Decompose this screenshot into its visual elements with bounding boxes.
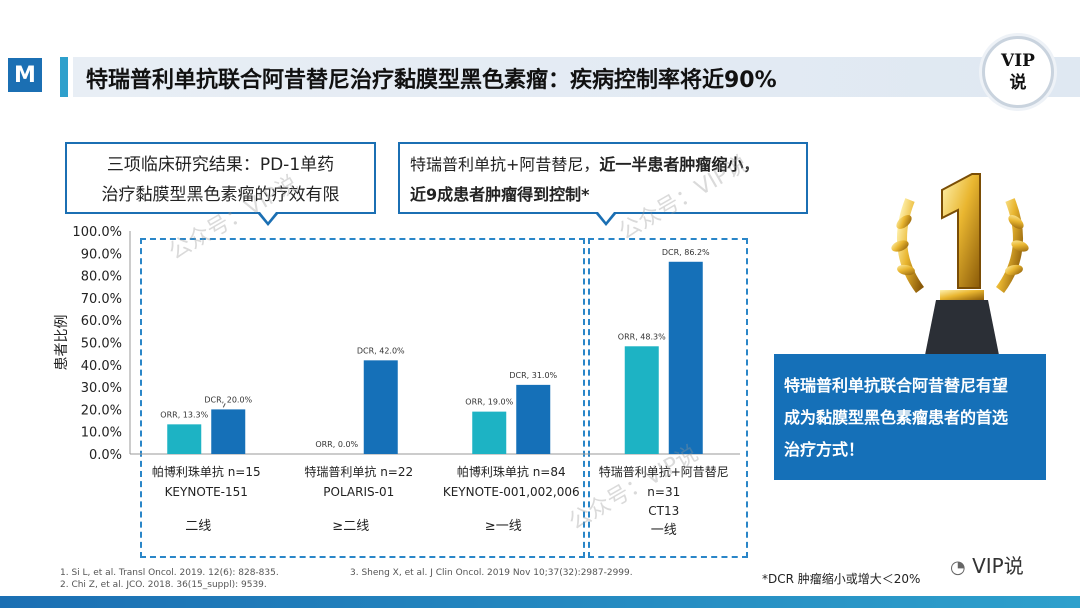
bar-orr (167, 424, 202, 454)
callout-right-plain: 特瑞普利单抗+阿昔替尼， (410, 155, 600, 174)
bar-dcr (211, 409, 246, 454)
group-drug-label: 帕博利珠单抗 n=15 (152, 464, 261, 479)
callout-left-line2: 治疗黏膜型黑色素瘤的疗效有限 (101, 185, 340, 205)
group-study-label: KEYNOTE-151 (165, 485, 248, 499)
callout-right: 特瑞普利单抗+阿昔替尼，近一半患者肿瘤缩小， 近9成患者肿瘤得到控制* (398, 142, 808, 214)
combination-box (588, 238, 748, 558)
bar-dcr (516, 384, 551, 454)
vip-badge: VIP 说 (982, 36, 1054, 108)
page-title: 特瑞普利单抗联合阿昔替尼治疗黏膜型黑色素瘤：疾病控制率将近90% (86, 68, 777, 93)
group-study-label: KEYNOTE-001,002,006 (443, 485, 580, 499)
data-label: ORR, 13.3% (160, 410, 208, 419)
dcr-note: *DCR 肿瘤缩小或增大＜20% (762, 572, 921, 586)
bottom-bar (0, 596, 1080, 608)
conclusion-line1: 特瑞普利单抗联合阿昔替尼有望 (784, 376, 1009, 395)
data-label: ORR, 19.0% (465, 398, 513, 407)
group-study-label: POLARIS-01 (323, 485, 394, 499)
group-drug-label: 特瑞普利单抗+阿昔替尼 (599, 464, 729, 479)
vip-badge-line1: VIP (1001, 51, 1035, 71)
data-label: ORR, 0.0% (315, 440, 358, 449)
data-label: DCR, 42.0% (357, 346, 405, 355)
bar-dcr (363, 360, 398, 454)
group-line-label: 二线 (185, 519, 211, 534)
logo-letter: M (14, 62, 36, 88)
conclusion-box: 特瑞普利单抗联合阿昔替尼有望 成为黏膜型黑色素瘤患者的首选 治疗方式！ (774, 354, 1046, 480)
y-tick-label: 50.0% (81, 337, 122, 352)
title-accent-bar (60, 57, 68, 97)
brand-logo: M (8, 58, 42, 92)
group-drug-label: 特瑞普利单抗 n=22 (304, 464, 413, 479)
group-line-label: ≥一线 (485, 519, 522, 534)
vip-badge-line2: 说 (1009, 73, 1027, 93)
trophy-icon (891, 173, 1029, 368)
conclusion-line2: 成为黏膜型黑色素瘤患者的首选 (784, 408, 1009, 427)
callout-right-pointer-fill (598, 212, 614, 222)
group-line-label: 一线 (651, 523, 677, 538)
leader-line (222, 403, 226, 408)
callout-left-pointer-fill (260, 212, 276, 222)
y-tick-label: 20.0% (81, 403, 122, 418)
conclusion-line3: 治疗方式！ (784, 440, 865, 459)
footnote-2: 2. Chi Z, et al. JCO. 2018. 36(15_suppl)… (60, 580, 267, 590)
pd1-monotherapy-box (140, 238, 585, 558)
y-tick-label: 30.0% (81, 381, 122, 396)
callout-right-bold2: 近9成患者肿瘤得到控制* (410, 185, 590, 204)
y-axis-label: 患者比例 (54, 315, 70, 371)
group-study-label: n=31 (647, 485, 680, 499)
y-tick-label: 0.0% (89, 448, 122, 463)
group-line-label: ≥二线 (332, 519, 369, 534)
group-drug-label: 帕博利珠单抗 n=84 (457, 464, 566, 479)
y-tick-label: 90.0% (81, 247, 122, 262)
footnote-3: 3. Sheng X, et al. J Clin Oncol. 2019 No… (350, 568, 633, 578)
y-tick-label: 70.0% (81, 292, 122, 307)
y-tick-label: 100.0% (72, 225, 122, 240)
y-tick-label: 80.0% (81, 270, 122, 285)
callout-right-bold1: 近一半患者肿瘤缩小， (599, 155, 760, 174)
callout-left-line1: 三项临床研究结果：PD-1单药 (106, 155, 335, 175)
data-label: DCR, 86.2% (662, 248, 710, 257)
y-tick-label: 10.0% (81, 426, 122, 441)
title-band (73, 57, 1080, 97)
callout-left: 三项临床研究结果：PD-1单药 治疗黏膜型黑色素瘤的疗效有限 (65, 142, 376, 214)
wechat-icon: ◔ (950, 557, 966, 578)
group-extra-label: CT13 (648, 504, 679, 518)
wechat-label: ◔ VIP说 (950, 550, 1024, 579)
wechat-text: VIP说 (972, 554, 1024, 578)
data-label: ORR, 48.3% (618, 332, 666, 341)
footnote-1: 1. Si L, et al. Transl Oncol. 2019. 12(6… (60, 568, 279, 578)
y-tick-label: 40.0% (81, 359, 122, 374)
bar-orr (472, 411, 507, 454)
bar-orr (624, 346, 659, 454)
data-label: DCR, 20.0% (204, 395, 252, 404)
data-label: DCR, 31.0% (509, 371, 557, 380)
y-tick-label: 60.0% (81, 314, 122, 329)
bar-dcr (668, 261, 703, 454)
